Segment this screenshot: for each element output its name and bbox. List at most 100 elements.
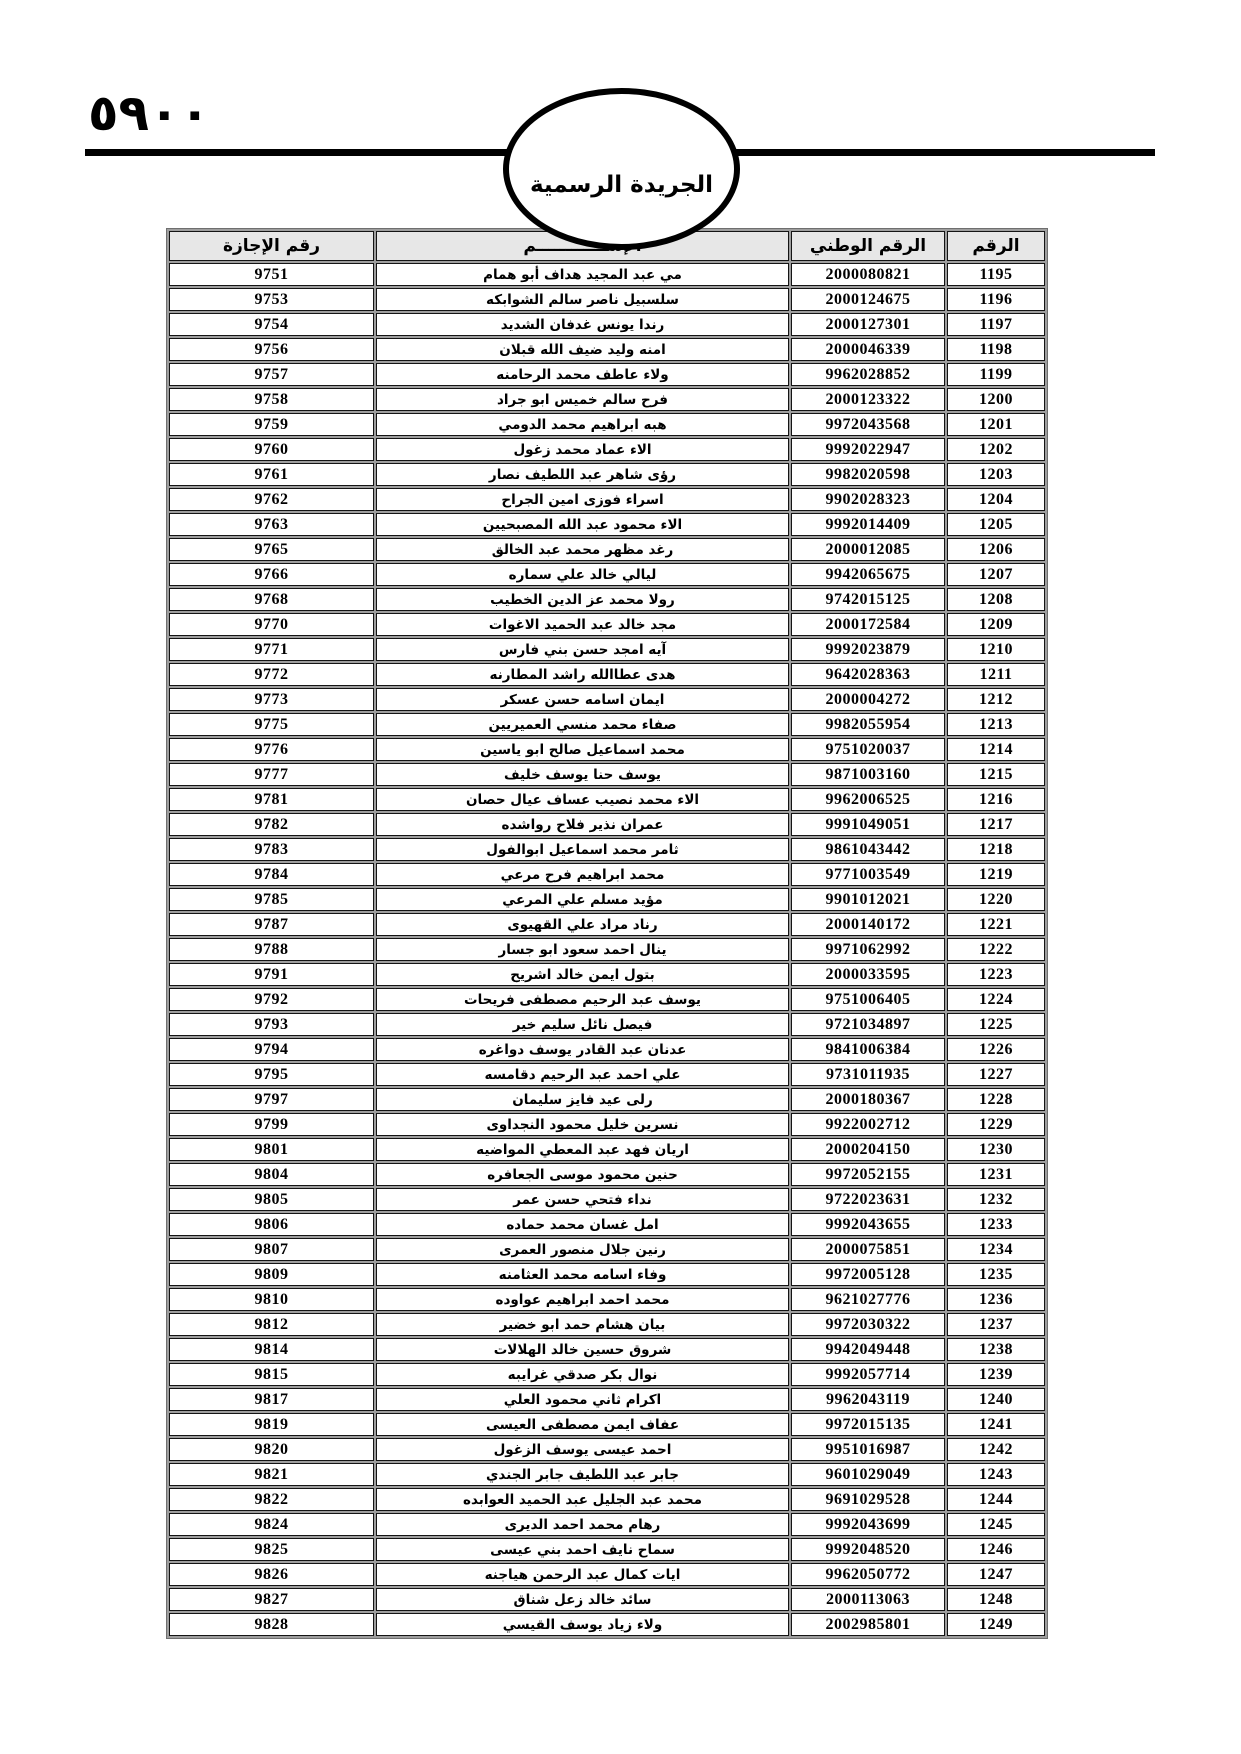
table-row: 1207 9942065675 ليالي خالد علي سماره 9766: [169, 563, 1045, 586]
table-row: 1230 2000204150 اريان فهد عبد المعطي الموا…: [169, 1138, 1045, 1161]
name-cell: سائد خالد زعل شناق: [376, 1588, 789, 1611]
table-row: 1206 2000012085 رغد مظهر محمد عبد الخالق 97…: [169, 538, 1045, 561]
name-cell: ينال احمد سعود ابو جسار: [376, 938, 789, 961]
name-cell: بتول ايمن خالد اشريح: [376, 963, 789, 986]
name-cell: نوال بكر صدقي غرايبه: [376, 1363, 789, 1386]
table-row: 1219 9771003549 محمد ابراهيم فرح مرعي 9784: [169, 863, 1045, 886]
license-number-cell: 9794: [169, 1038, 374, 1061]
name-cell: الاء محمد نصيب عساف عيال حصان: [376, 788, 789, 811]
table-row: 1234 2000075851 رنين جلال منصور العمرى 9807: [169, 1238, 1045, 1261]
table-row: 1205 9992014409 الاء محمود عبد الله المصبح…: [169, 513, 1045, 536]
seq-cell: 1209: [947, 613, 1045, 636]
seq-cell: 1205: [947, 513, 1045, 536]
national-id-cell: 9992022947: [791, 438, 945, 461]
national-id-cell: 9742015125: [791, 588, 945, 611]
name-cell: يوسف عبد الرحيم مصطفى فريحات: [376, 988, 789, 1011]
name-cell: بيان هشام حمد ابو خضير: [376, 1313, 789, 1336]
table-row: 1231 9972052155 حنين محمود موسى الجعافره 98…: [169, 1163, 1045, 1186]
table-row: 1232 9722023631 نداء فتحي حسن عمر 9805: [169, 1188, 1045, 1211]
national-id-cell: 2000113063: [791, 1588, 945, 1611]
license-number-cell: 9783: [169, 838, 374, 861]
name-cell: وفاء اسامه محمد العثامنه: [376, 1263, 789, 1286]
national-id-cell: 9942049448: [791, 1338, 945, 1361]
license-number-cell: 9771: [169, 638, 374, 661]
seq-cell: 1214: [947, 738, 1045, 761]
national-id-cell: 2000172584: [791, 613, 945, 636]
national-id-cell: 2000204150: [791, 1138, 945, 1161]
seq-cell: 1210: [947, 638, 1045, 661]
national-id-cell: 9871003160: [791, 763, 945, 786]
seq-cell: 1199: [947, 363, 1045, 386]
license-number-cell: 9785: [169, 888, 374, 911]
name-cell: رؤى شاهر عبد اللطيف نصار: [376, 463, 789, 486]
seq-cell: 1231: [947, 1163, 1045, 1186]
table-row: 1223 2000033595 بتول ايمن خالد اشريح 9791: [169, 963, 1045, 986]
license-number-cell: 9817: [169, 1388, 374, 1411]
license-number-cell: 9810: [169, 1288, 374, 1311]
name-cell: ليالي خالد علي سماره: [376, 563, 789, 586]
license-number-cell: 9759: [169, 413, 374, 436]
name-cell: اسراء فوزى امين الجراح: [376, 488, 789, 511]
national-id-cell: 2000012085: [791, 538, 945, 561]
license-number-cell: 9824: [169, 1513, 374, 1536]
name-cell: اريان فهد عبد المعطي المواضيه: [376, 1138, 789, 1161]
license-number-cell: 9826: [169, 1563, 374, 1586]
national-id-cell: 9642028363: [791, 663, 945, 686]
national-id-cell: 9982055954: [791, 713, 945, 736]
license-number-cell: 9768: [169, 588, 374, 611]
name-cell: مي عبد المجيد هداف أبو همام: [376, 263, 789, 286]
table-row: 1227 9731011935 علي احمد عبد الرحيم دقامسه…: [169, 1063, 1045, 1086]
table-row: 1235 9972005128 وفاء اسامه محمد العثامنه 98…: [169, 1263, 1045, 1286]
national-id-cell: 2002985801: [791, 1613, 945, 1636]
seq-cell: 1240: [947, 1388, 1045, 1411]
name-cell: جابر عبد اللطيف جابر الجندي: [376, 1463, 789, 1486]
table-row: 1238 9942049448 شروق حسين خالد الهلالات 981…: [169, 1338, 1045, 1361]
name-cell: ايمان اسامه حسن عسكر: [376, 688, 789, 711]
license-number-cell: 9814: [169, 1338, 374, 1361]
national-id-cell: 9972005128: [791, 1263, 945, 1286]
national-id-cell: 2000127301: [791, 313, 945, 336]
col-header-national-id: الرقم الوطني: [791, 231, 945, 261]
national-id-cell: 2000075851: [791, 1238, 945, 1261]
name-cell: رناد مراد علي القهيوى: [376, 913, 789, 936]
license-number-cell: 9791: [169, 963, 374, 986]
seq-cell: 1211: [947, 663, 1045, 686]
table-row: 1211 9642028363 هدى عطاالله راشد المطارنه 9…: [169, 663, 1045, 686]
license-number-cell: 9807: [169, 1238, 374, 1261]
license-number-cell: 9822: [169, 1488, 374, 1511]
seq-cell: 1249: [947, 1613, 1045, 1636]
table-row: 1213 9982055954 صفاء محمد منسي العميريين 97…: [169, 713, 1045, 736]
national-id-cell: 9922002712: [791, 1113, 945, 1136]
national-id-cell: 9992043655: [791, 1213, 945, 1236]
name-cell: نداء فتحي حسن عمر: [376, 1188, 789, 1211]
license-number-cell: 9772: [169, 663, 374, 686]
name-cell: امل غسان محمد حماده: [376, 1213, 789, 1236]
name-cell: نسرين خليل محمود النجداوى: [376, 1113, 789, 1136]
name-cell: رغد مظهر محمد عبد الخالق: [376, 538, 789, 561]
table-row: 1220 9901012021 مؤيد مسلم علي المرعي 9785: [169, 888, 1045, 911]
name-cell: آيه امجد حسن بني فارس: [376, 638, 789, 661]
license-number-cell: 9761: [169, 463, 374, 486]
license-number-cell: 9782: [169, 813, 374, 836]
license-number-cell: 9787: [169, 913, 374, 936]
name-cell: محمد احمد ابراهيم عواوده: [376, 1288, 789, 1311]
national-id-cell: 9962006525: [791, 788, 945, 811]
national-id-cell: 2000080821: [791, 263, 945, 286]
license-number-cell: 9784: [169, 863, 374, 886]
license-number-cell: 9777: [169, 763, 374, 786]
license-table-wrap: الرقم الرقم الوطني الإســــــــــــم رقم…: [166, 228, 1048, 1639]
seq-cell: 1227: [947, 1063, 1045, 1086]
national-id-cell: 2000046339: [791, 338, 945, 361]
national-id-cell: 2000180367: [791, 1088, 945, 1111]
name-cell: محمد ابراهيم فرح مرعي: [376, 863, 789, 886]
seq-cell: 1203: [947, 463, 1045, 486]
license-number-cell: 9795: [169, 1063, 374, 1086]
seq-cell: 1234: [947, 1238, 1045, 1261]
name-cell: عمران نذير فلاح رواشده: [376, 813, 789, 836]
seq-cell: 1248: [947, 1588, 1045, 1611]
gazette-title: الجريدة الرسمية: [529, 172, 714, 198]
seq-cell: 1222: [947, 938, 1045, 961]
license-number-cell: 9751: [169, 263, 374, 286]
national-id-cell: 9972043568: [791, 413, 945, 436]
national-id-cell: 9992014409: [791, 513, 945, 536]
